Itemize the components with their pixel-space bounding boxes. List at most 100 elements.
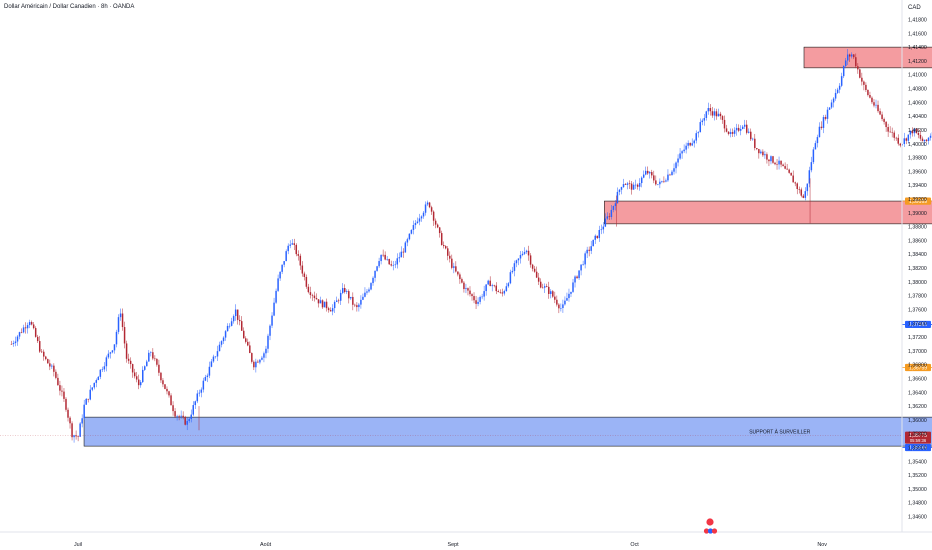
candle-body xyxy=(632,184,635,190)
candle-body xyxy=(923,139,926,142)
candle-body xyxy=(533,268,536,272)
candle-body xyxy=(871,97,873,103)
candle-body xyxy=(376,266,378,271)
candle-body xyxy=(622,184,625,188)
candle-body xyxy=(929,135,932,138)
support-zone xyxy=(83,416,932,447)
candle-body xyxy=(863,81,865,85)
event-markers[interactable] xyxy=(703,518,718,534)
candle-body xyxy=(57,377,59,386)
y-tick-label: 1,36400 xyxy=(908,390,927,396)
candle-body xyxy=(289,244,291,246)
candle-body xyxy=(45,356,47,360)
candle-body xyxy=(925,139,928,141)
y-tick-label: 1,39400 xyxy=(908,183,927,189)
candle-body xyxy=(356,305,358,308)
candle-body xyxy=(65,398,67,410)
candle-body xyxy=(111,350,114,353)
candle-body xyxy=(344,288,346,292)
candle-body xyxy=(796,183,798,190)
candle-body xyxy=(766,154,768,160)
candle-body xyxy=(317,299,320,304)
candle-body xyxy=(469,290,471,295)
candle-body xyxy=(337,300,340,302)
candle-body xyxy=(146,361,148,367)
candle-body xyxy=(644,170,647,175)
candle-body xyxy=(313,295,316,299)
candle-body xyxy=(238,319,241,322)
candle-body xyxy=(834,92,837,99)
candle-body xyxy=(768,159,770,162)
candle-body xyxy=(125,343,128,359)
candle-body xyxy=(69,417,71,424)
candle-body xyxy=(277,278,279,291)
candle-body xyxy=(220,341,223,345)
candle-body xyxy=(703,117,706,121)
candle-body xyxy=(206,375,209,377)
candle-body xyxy=(85,398,87,405)
candle-body xyxy=(521,253,524,256)
candle-body xyxy=(818,126,821,138)
candle-body xyxy=(754,138,756,149)
candle-body xyxy=(725,128,728,132)
candle-body xyxy=(824,117,827,119)
y-tick-label: 1,36600 xyxy=(908,376,927,382)
candle-body xyxy=(709,108,712,112)
candle-body xyxy=(701,120,704,123)
candle-body xyxy=(610,209,613,218)
candle-body xyxy=(311,295,314,296)
candle-body xyxy=(218,344,221,352)
candle-body xyxy=(59,385,61,391)
candle-body xyxy=(388,259,390,265)
y-tick-label: 1,39200 xyxy=(908,197,927,203)
candle-body xyxy=(826,109,829,119)
candle-body xyxy=(210,361,213,367)
candle-body xyxy=(135,376,138,380)
candle-body xyxy=(89,389,91,400)
candle-body xyxy=(739,128,742,131)
candle-body xyxy=(624,184,627,185)
candle-body xyxy=(582,264,584,266)
candle-body xyxy=(867,89,869,95)
candle-body xyxy=(236,309,239,320)
time-axis[interactable]: JuilAoûtSeptOctNovDéc2026FévrMarsAvr xyxy=(74,542,932,548)
candle-body xyxy=(61,390,63,392)
candle-body xyxy=(649,172,651,174)
candle-body xyxy=(481,296,483,298)
event-flag-icon xyxy=(711,528,718,534)
candle-body xyxy=(18,332,21,337)
price-axis[interactable]: 1,41800 1,41600 1,41400 1,41200 1,41000 1,408… xyxy=(908,18,927,521)
candle-body xyxy=(499,292,502,293)
candle-body xyxy=(913,128,916,134)
candle-body xyxy=(192,405,194,415)
y-tick-label: 1,40800 xyxy=(908,87,927,93)
candle-body xyxy=(51,365,53,367)
candle-body xyxy=(305,276,308,287)
candle-body xyxy=(572,282,574,292)
candle-body xyxy=(214,356,217,358)
candle-body xyxy=(152,352,154,359)
candle-body xyxy=(335,300,338,302)
candle-body xyxy=(620,187,623,190)
candle-body xyxy=(735,127,738,131)
candle-body xyxy=(83,404,85,419)
candle-body xyxy=(733,130,736,134)
y-tick-label: 1,35200 xyxy=(908,473,927,479)
y-tick-label: 1,40600 xyxy=(908,100,927,106)
candle-body xyxy=(634,184,637,186)
candle-body xyxy=(523,252,526,254)
candle-body xyxy=(598,229,601,239)
candle-body xyxy=(382,254,384,256)
level-price-badge-bg xyxy=(905,320,931,329)
y-tick-label: 1,36800 xyxy=(908,363,927,369)
candle-body xyxy=(285,251,287,262)
candle-body xyxy=(396,258,399,265)
candle-body xyxy=(859,69,861,78)
y-tick-label: 1,38200 xyxy=(908,266,927,272)
candle-body xyxy=(640,177,643,184)
candle-body xyxy=(331,308,334,312)
candle-body xyxy=(451,258,453,268)
candle-body xyxy=(774,162,776,165)
candle-body xyxy=(663,181,665,182)
